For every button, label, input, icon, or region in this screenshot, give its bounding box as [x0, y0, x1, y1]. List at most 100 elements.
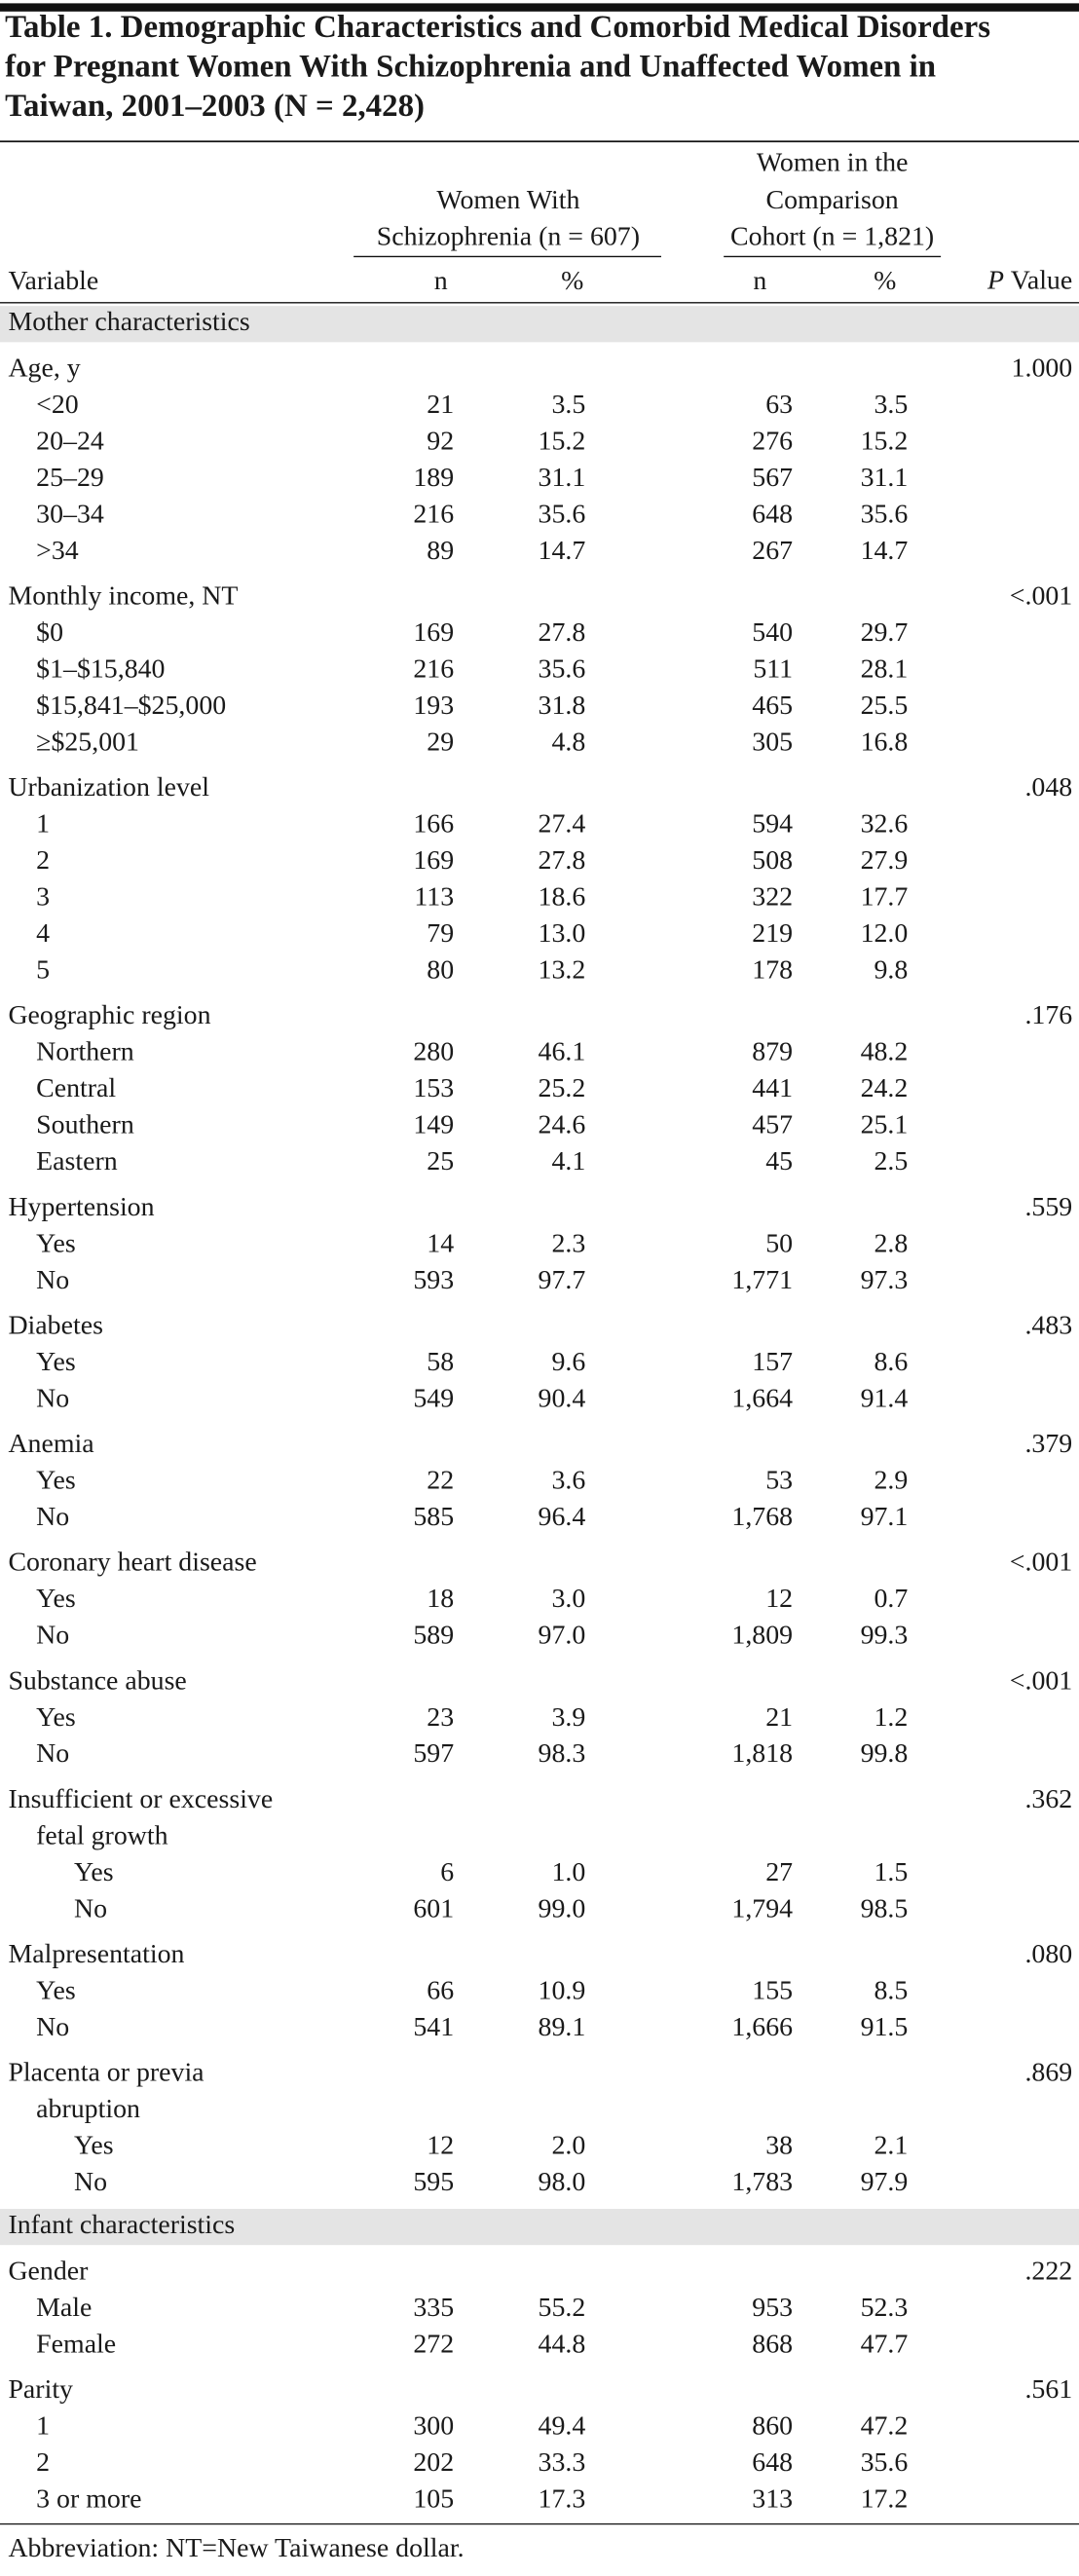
row-label: No: [74, 1893, 107, 1923]
cell: 9.8: [874, 955, 909, 986]
cell: 267: [752, 536, 793, 566]
row-label: Central: [36, 1073, 116, 1103]
cell: 27.8: [539, 845, 586, 876]
cell: 1.2: [874, 1702, 909, 1733]
row-label: No: [74, 2167, 107, 2197]
row-label: Yes: [36, 1584, 76, 1614]
cell: 29.7: [861, 617, 909, 648]
cell: 15.2: [861, 426, 909, 456]
cell: 280: [413, 1037, 454, 1067]
title-line: for Pregnant Women With Schizophrenia an…: [5, 50, 936, 85]
cell: 457: [752, 1110, 793, 1140]
cell: 8.5: [874, 1975, 909, 2005]
row-label: Yes: [36, 1347, 76, 1377]
p-value: .559: [1024, 1192, 1072, 1222]
cell: 27.4: [539, 809, 586, 840]
cell: 99.3: [861, 1621, 909, 1651]
cell: 92: [427, 426, 454, 456]
cell: 567: [752, 463, 793, 493]
cell: 53: [765, 1466, 793, 1496]
cell: 16.8: [861, 728, 909, 758]
p-value: <.001: [1010, 1665, 1072, 1696]
group-label: Diabetes: [8, 1310, 102, 1340]
row-label: No: [36, 1738, 69, 1769]
cell: 2.0: [551, 2131, 585, 2161]
cell: 90.4: [539, 1383, 586, 1413]
cell: 6: [440, 1857, 454, 1887]
cell: 589: [413, 1621, 454, 1651]
row-label: Yes: [36, 1702, 76, 1733]
cell: 508: [752, 845, 793, 876]
cell: 2.1: [874, 2131, 909, 2161]
group-label: Coronary heart disease: [8, 1548, 256, 1578]
cell: 97.3: [861, 1265, 909, 1295]
cell: 3.5: [874, 390, 909, 420]
cell: 66: [427, 1975, 454, 2005]
cell: 153: [413, 1073, 454, 1103]
p-value: <.001: [1010, 1548, 1072, 1578]
top-rule: [0, 3, 1079, 12]
cell: 97.9: [861, 2167, 909, 2197]
cell: 14: [427, 1228, 454, 1258]
row-label: ≥$25,001: [36, 728, 139, 758]
group-label: Urbanization level: [8, 772, 209, 803]
group-header: Women in the: [757, 147, 909, 177]
cell: 97.1: [861, 1502, 909, 1532]
cell: 17.2: [861, 2483, 909, 2514]
cell: 216: [413, 499, 454, 529]
cell: 441: [752, 1073, 793, 1103]
cell: 219: [752, 918, 793, 949]
p-value: .222: [1024, 2256, 1072, 2286]
cell: 272: [413, 2329, 454, 2359]
cell: 2.5: [874, 1146, 909, 1176]
p-value: .080: [1024, 1939, 1072, 1969]
cell: 79: [427, 918, 454, 949]
row-label: Yes: [36, 1975, 76, 2005]
cell: 12: [427, 2131, 454, 2161]
cell: 585: [413, 1502, 454, 1532]
cell: 25: [427, 1146, 454, 1176]
cell: 24.2: [861, 1073, 909, 1103]
row-label: $0: [36, 617, 63, 648]
cell: 33.3: [539, 2447, 586, 2478]
cell: 216: [413, 654, 454, 685]
cell: 189: [413, 463, 454, 493]
cell: 31.8: [539, 691, 586, 721]
cell: 22: [427, 1466, 454, 1496]
cell: 31.1: [539, 463, 586, 493]
p-value: .483: [1024, 1310, 1072, 1340]
cell: 99.8: [861, 1738, 909, 1769]
cell: 17.7: [861, 882, 909, 913]
cell: 1,783: [731, 2167, 793, 2197]
row-label: $1–$15,840: [36, 654, 165, 685]
cell: 113: [414, 882, 454, 913]
cell: 1,768: [731, 1502, 793, 1532]
cell: 178: [752, 955, 793, 986]
group-label: Hypertension: [8, 1192, 154, 1222]
cell: 38: [765, 2131, 793, 2161]
row-label: No: [36, 1502, 69, 1532]
row-label: 4: [36, 918, 50, 949]
cell: 276: [752, 426, 793, 456]
cell: 202: [413, 2447, 454, 2478]
cell: 540: [752, 617, 793, 648]
row-label: 3 or more: [36, 2483, 141, 2514]
section-band: [0, 2209, 1079, 2246]
group-label: Substance abuse: [8, 1665, 186, 1696]
group-header: Comparison: [766, 185, 899, 215]
group-header: Women With: [436, 185, 579, 215]
section-label: Mother characteristics: [8, 307, 249, 337]
cell: 300: [413, 2410, 454, 2441]
cell: 25.1: [861, 1110, 909, 1140]
p-italic: P: [986, 266, 1004, 296]
cell: 63: [765, 390, 793, 420]
cell: 157: [752, 1347, 793, 1377]
group-label: Gender: [8, 2256, 89, 2286]
cell: 47.2: [861, 2410, 909, 2441]
cell: 25.2: [539, 1073, 586, 1103]
row-label: <20: [36, 390, 79, 420]
cell: 58: [427, 1347, 454, 1377]
row-label: 1: [36, 2410, 50, 2441]
cell: 1.5: [874, 1857, 909, 1887]
cell: 149: [413, 1110, 454, 1140]
